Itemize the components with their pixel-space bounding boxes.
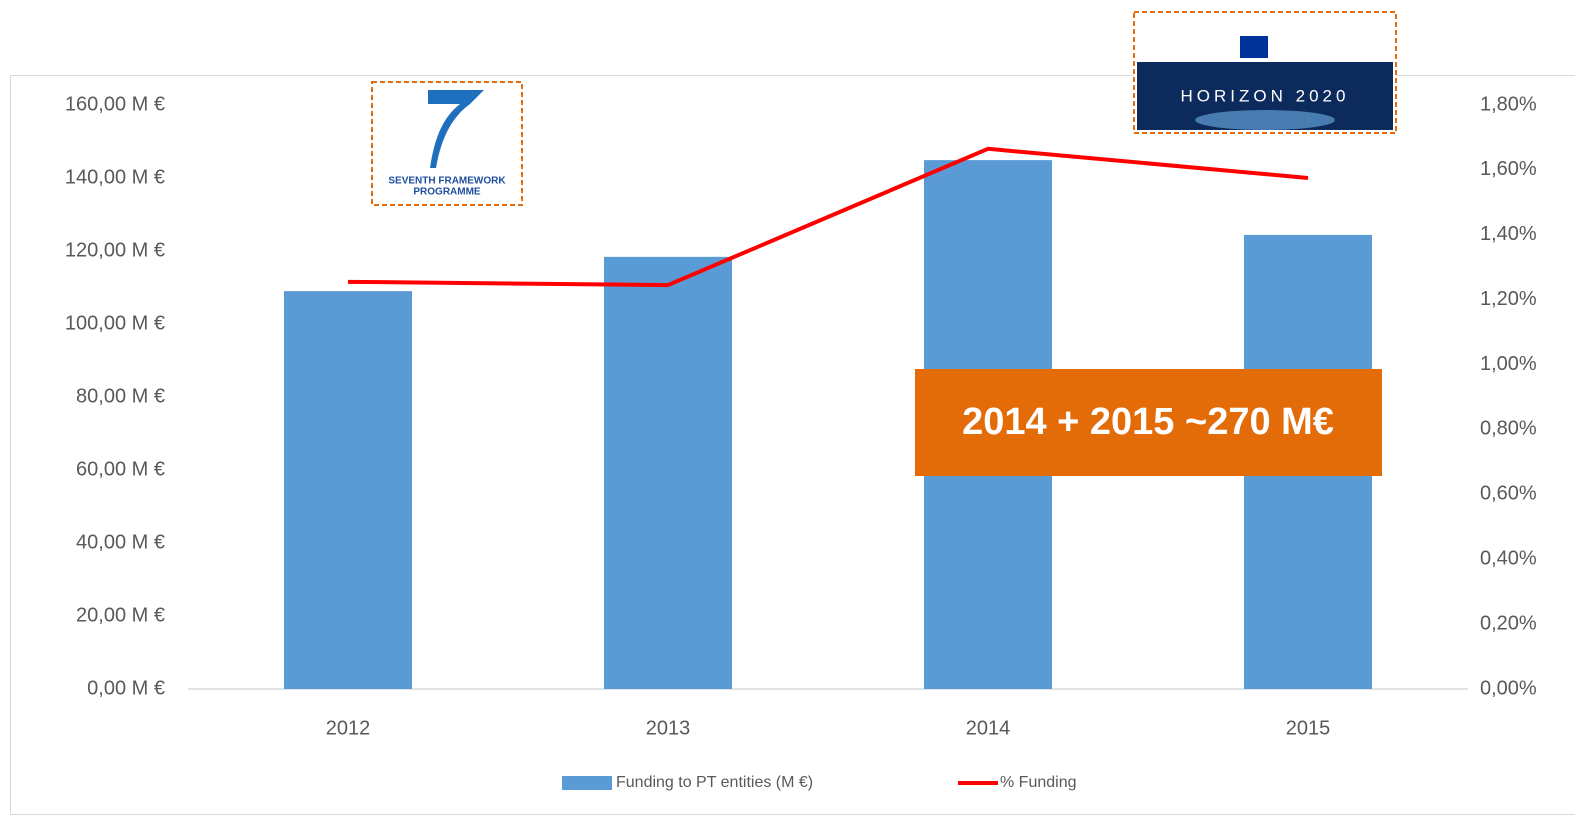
y2-tick-label: 0,00% [1480,677,1537,699]
logo-glow [1195,110,1335,130]
y2-tick-label: 1,00% [1480,353,1537,375]
annotation: 2014 + 2015 ~270 M€ [962,401,1334,443]
y-tick-label: 80,00 M € [76,385,165,407]
y2-tick-label: 1,80% [1480,93,1537,115]
fp7-logo: SEVENTH FRAMEWORK PROGRAMME [372,82,522,205]
x-tick-label: 2015 [1286,717,1331,739]
logo-text: SEVENTH FRAMEWORK [388,176,506,187]
chart: 0,00 M € 20,00 M € 40,00 M € 60,00 M € 80,00… [0,0,1575,819]
x-tick-label: 2012 [326,717,371,739]
bar [284,291,412,689]
x-tick-label: 2013 [646,717,691,739]
x-tick-label: 2014 [966,717,1011,739]
legend-swatch [562,776,612,790]
y-tick-label: 40,00 M € [76,531,165,553]
y-tick-label: 160,00 M € [65,93,165,115]
y-tick-label: 140,00 M € [65,166,165,188]
logo-text: HORIZON 2020 [1181,86,1350,105]
legend-label: Funding to PT entities (M €) [616,774,813,791]
y2-tick-label: 0,20% [1480,612,1537,634]
eu-flag [1240,36,1268,58]
y2-tick-label: 1,40% [1480,223,1537,245]
y-tick-label: 0,00 M € [87,677,165,699]
y2-tick-label: 1,20% [1480,288,1537,310]
y2-tick-label: 0,80% [1480,418,1537,440]
y2-tick-label: 0,40% [1480,548,1537,570]
y-tick-label: 20,00 M € [76,604,165,626]
y-tick-label: 60,00 M € [76,458,165,480]
bar [604,257,732,689]
h2020-logo: HORIZON 2020 [1134,12,1396,133]
y2-tick-label: 1,60% [1480,158,1537,180]
page: 0,00 M € 20,00 M € 40,00 M € 60,00 M € 80,00… [0,0,1575,819]
y-tick-label: 120,00 M € [65,239,165,261]
legend-label: % Funding [1000,774,1077,791]
logo-text: PROGRAMME [413,187,481,198]
y-tick-label: 100,00 M € [65,312,165,334]
y2-tick-label: 0,60% [1480,483,1537,505]
